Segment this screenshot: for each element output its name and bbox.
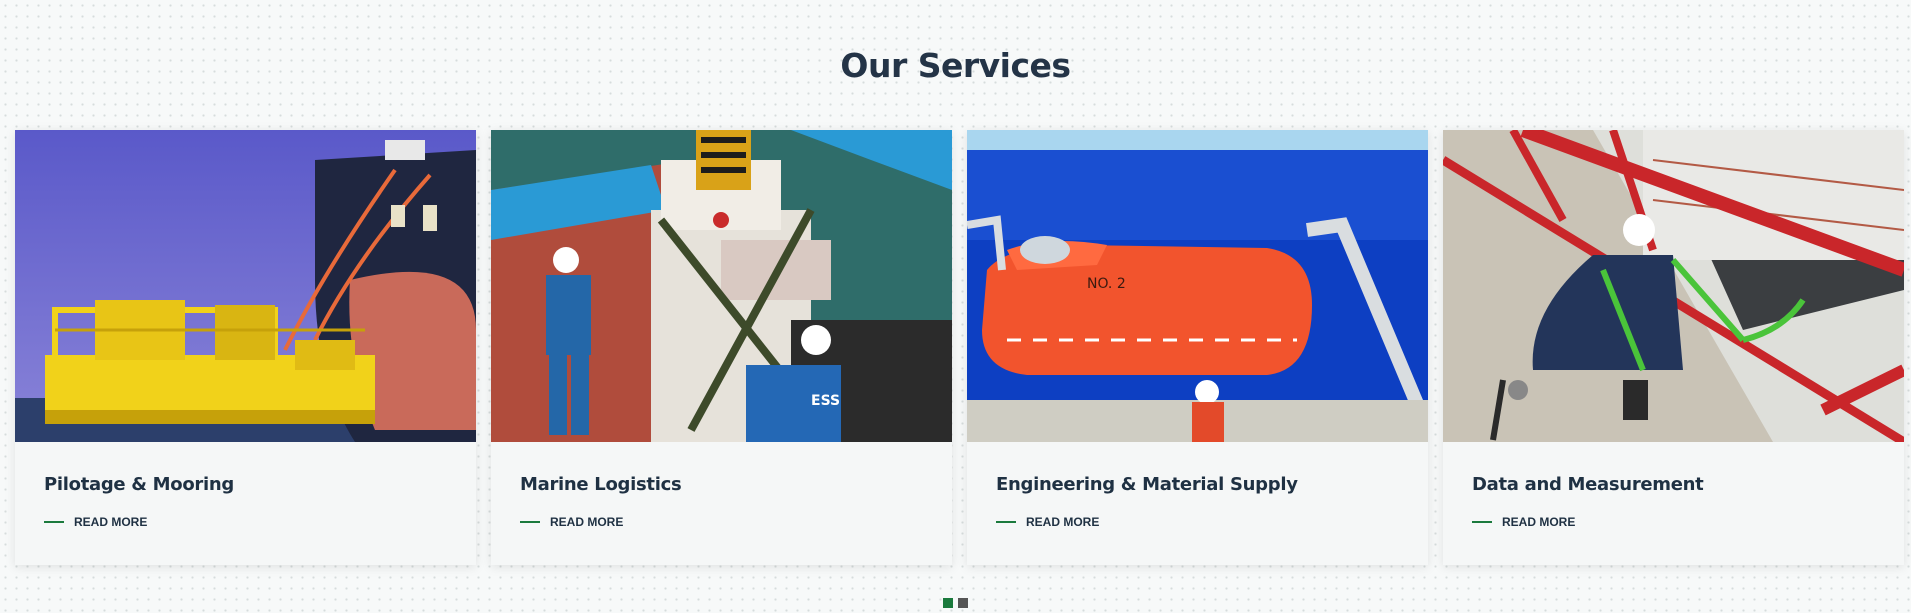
service-card-engineering[interactable]: NO. 2 Engineering & Material Supply READ… <box>967 130 1428 565</box>
read-more-link[interactable]: READ MORE <box>44 515 147 529</box>
read-more-label: READ MORE <box>550 515 624 529</box>
service-card-pilotage[interactable]: Pilotage & Mooring READ MORE <box>15 130 476 565</box>
read-more-link[interactable]: READ MORE <box>1472 515 1575 529</box>
read-more-link[interactable]: READ MORE <box>520 515 623 529</box>
dash-icon <box>520 521 540 523</box>
engineering-image: NO. 2 <box>967 130 1428 442</box>
service-card-marine-logistics[interactable]: ESS Marine Logistics READ MORE <box>491 130 952 565</box>
card-title: Data and Measurement <box>1472 474 1704 495</box>
read-more-label: READ MORE <box>1026 515 1100 529</box>
pagination-dot[interactable] <box>958 598 968 608</box>
read-more-link[interactable]: READ MORE <box>996 515 1099 529</box>
card-title: Engineering & Material Supply <box>996 474 1298 495</box>
section-title: Our Services <box>840 46 1071 85</box>
dash-icon <box>44 521 64 523</box>
card-title: Marine Logistics <box>520 474 682 495</box>
jacket-label: ESS <box>811 393 840 409</box>
card-title: Pilotage & Mooring <box>44 474 234 495</box>
data-measurement-image <box>1443 130 1904 442</box>
read-more-label: READ MORE <box>74 515 148 529</box>
dash-icon <box>1472 521 1492 523</box>
marine-logistics-image: ESS <box>491 130 952 442</box>
read-more-label: READ MORE <box>1502 515 1576 529</box>
pilotage-image <box>15 130 476 442</box>
lifeboat-label: NO. 2 <box>1087 276 1126 292</box>
service-card-data-measurement[interactable]: Data and Measurement READ MORE <box>1443 130 1904 565</box>
pagination-dot-active[interactable] <box>943 598 953 608</box>
dash-icon <box>996 521 1016 523</box>
carousel-pagination <box>943 598 968 608</box>
